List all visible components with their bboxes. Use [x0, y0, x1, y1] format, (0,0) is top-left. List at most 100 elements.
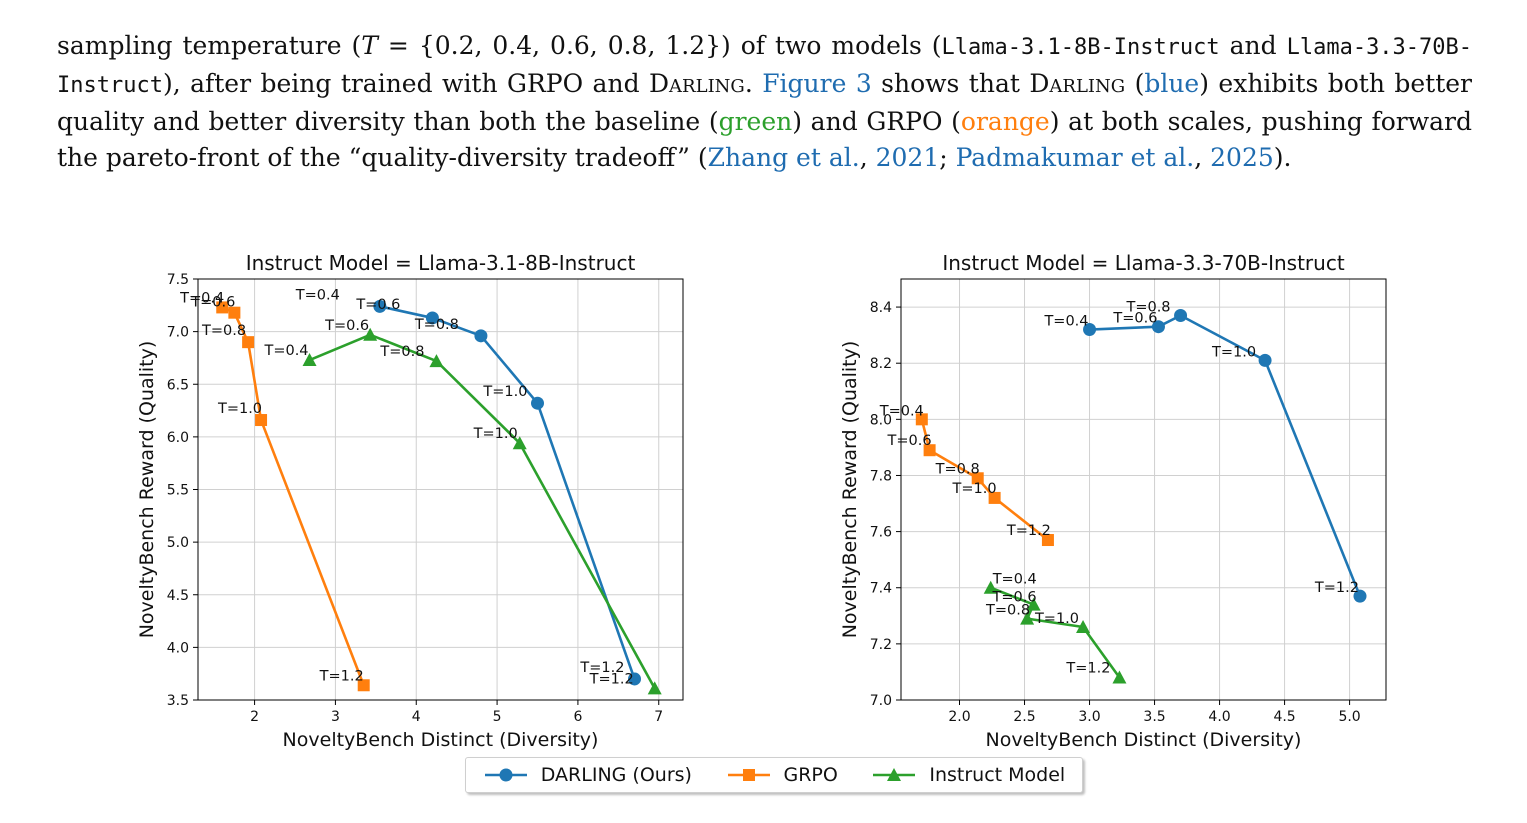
data-label: T=0.6	[992, 590, 1037, 606]
data-label: T=1.2	[579, 660, 624, 676]
data-point	[1041, 534, 1054, 547]
tick-label-y: 7.4	[870, 581, 892, 597]
data-label: T=1.2	[319, 668, 364, 684]
legend-label: Instruct Model	[929, 764, 1066, 786]
method-name: Darling	[649, 69, 745, 98]
data-point	[216, 301, 229, 314]
tick-label-x: 2.5	[1013, 709, 1035, 725]
data-label: T=1.0	[952, 481, 997, 497]
data-point	[988, 491, 1001, 504]
data-point	[1258, 353, 1272, 367]
data-label: T=1.2	[1006, 523, 1051, 539]
legend-item-darling: DARLING (Ours)	[483, 764, 692, 786]
citation-link[interactable]: Zhang et al.	[707, 143, 860, 172]
tick-label-x: 2.0	[948, 709, 970, 725]
chart-title: Instruct Model = Llama-3.3-70B-Instruct	[942, 251, 1345, 275]
data-point	[363, 327, 378, 341]
data-point	[1076, 620, 1091, 634]
data-label: T=0.6	[190, 295, 235, 311]
data-label: T=1.0	[473, 426, 518, 442]
data-label: T=0.8	[379, 344, 424, 360]
data-label: T=1.0	[1211, 344, 1256, 360]
text-run: ), after being trained with GRPO and	[162, 69, 650, 98]
text-run: ,	[859, 143, 876, 172]
plot-frame	[197, 278, 684, 701]
tick-label-y: 5.5	[167, 483, 189, 499]
data-point	[429, 354, 444, 368]
data-point	[512, 436, 527, 450]
math-var: T	[361, 31, 378, 60]
tick-label-y: 7.8	[870, 468, 892, 484]
series-line-darling	[379, 305, 636, 680]
data-label: T=1.2	[1314, 580, 1359, 596]
data-point	[1151, 320, 1165, 334]
chart-panel-2: 2.0 2.5 3.0 3.5 4.0 4.5 5.0 7.0 7.2 7.4 7.6 7.8 8.0 8…	[839, 251, 1387, 751]
series-line-instruct	[309, 333, 656, 690]
plot-frame	[900, 278, 1387, 701]
data-label: T=0.4	[879, 403, 924, 419]
legend-item-grpo: GRPO	[726, 764, 838, 786]
tick-label-y: 8.2	[870, 356, 892, 372]
tick-label-y: 4.5	[167, 588, 189, 604]
y-axis-label: NoveltyBench Reward (Quality)	[839, 341, 861, 639]
color-word-orange: orange	[960, 107, 1050, 136]
chart-title: Instruct Model = Llama-3.1-8B-Instruct	[246, 251, 636, 275]
tick-label-x: 2	[250, 709, 259, 725]
data-label: T=0.4	[992, 572, 1037, 588]
tick-label-y: 5.0	[167, 535, 189, 551]
legend-item-instruct: Instruct Model	[871, 764, 1065, 786]
tick-label-y: 3.5	[167, 693, 189, 709]
color-word-green: green	[718, 107, 793, 136]
paragraph-text: sampling temperature (T = {0.2, 0.4, 0.6…	[57, 28, 1472, 176]
text-run: ) and GRPO (	[792, 107, 961, 136]
data-label: T=1.0	[1034, 611, 1079, 627]
data-label: T=0.8	[1125, 299, 1170, 315]
data-label: T=0.4	[179, 290, 224, 306]
tick-label-x: 4.5	[1273, 709, 1295, 725]
tick-label-y: 8.4	[870, 300, 892, 316]
data-point	[971, 472, 984, 485]
tick-label-y: 8.0	[870, 412, 892, 428]
tick-label-y: 7.2	[870, 637, 892, 653]
citation-link[interactable]: Padmakumar et al.	[955, 143, 1195, 172]
data-label: T=0.6	[1112, 311, 1157, 327]
tick-label-x: 6	[573, 709, 582, 725]
data-point	[1020, 611, 1035, 625]
x-axis-label: NoveltyBench Distinct (Diversity)	[283, 729, 599, 751]
text-run: ) at both scales, pushing forward the pa…	[57, 107, 1472, 172]
data-label: T=1.2	[1065, 661, 1110, 677]
legend-label: GRPO	[783, 764, 838, 786]
data-point	[983, 580, 998, 594]
text-run: = {0.2, 0.4, 0.6, 0.8, 1.2}) of two mode…	[377, 31, 942, 60]
legend-swatch-triangle-icon	[873, 768, 916, 781]
data-label: T=0.8	[414, 317, 459, 333]
data-label: T=0.8	[201, 323, 246, 339]
data-point	[628, 672, 641, 686]
figure-link[interactable]: Figure 3	[762, 69, 872, 98]
tick-label-x: 3.0	[1078, 709, 1100, 725]
data-point	[1112, 670, 1127, 684]
legend-swatch-square-icon	[727, 769, 770, 781]
data-point	[1083, 323, 1097, 337]
tick-label-y: 6.5	[167, 377, 189, 393]
text-run: shows that	[871, 69, 1030, 98]
tick-label-y: 4.0	[167, 640, 189, 656]
tick-label-y: 6.0	[167, 430, 189, 446]
tick-label-x: 3.5	[1143, 709, 1165, 725]
data-label: T=0.4	[1043, 314, 1088, 330]
data-label: T=0.6	[324, 318, 369, 334]
text-run: and	[1219, 31, 1287, 60]
legend-swatch-circle-icon	[484, 768, 527, 782]
legend-label: DARLING (Ours)	[540, 764, 692, 786]
text-run: .	[744, 69, 763, 98]
data-point	[474, 329, 488, 343]
data-point	[357, 679, 370, 692]
tick-label-x: 5	[493, 709, 502, 725]
citation-year-link[interactable]: 2025	[1210, 143, 1274, 172]
data-point	[915, 413, 928, 426]
data-point	[373, 299, 387, 313]
text-run: ).	[1273, 143, 1292, 172]
citation-year-link[interactable]: 2021	[875, 143, 940, 172]
data-label: T=1.0	[482, 384, 527, 400]
